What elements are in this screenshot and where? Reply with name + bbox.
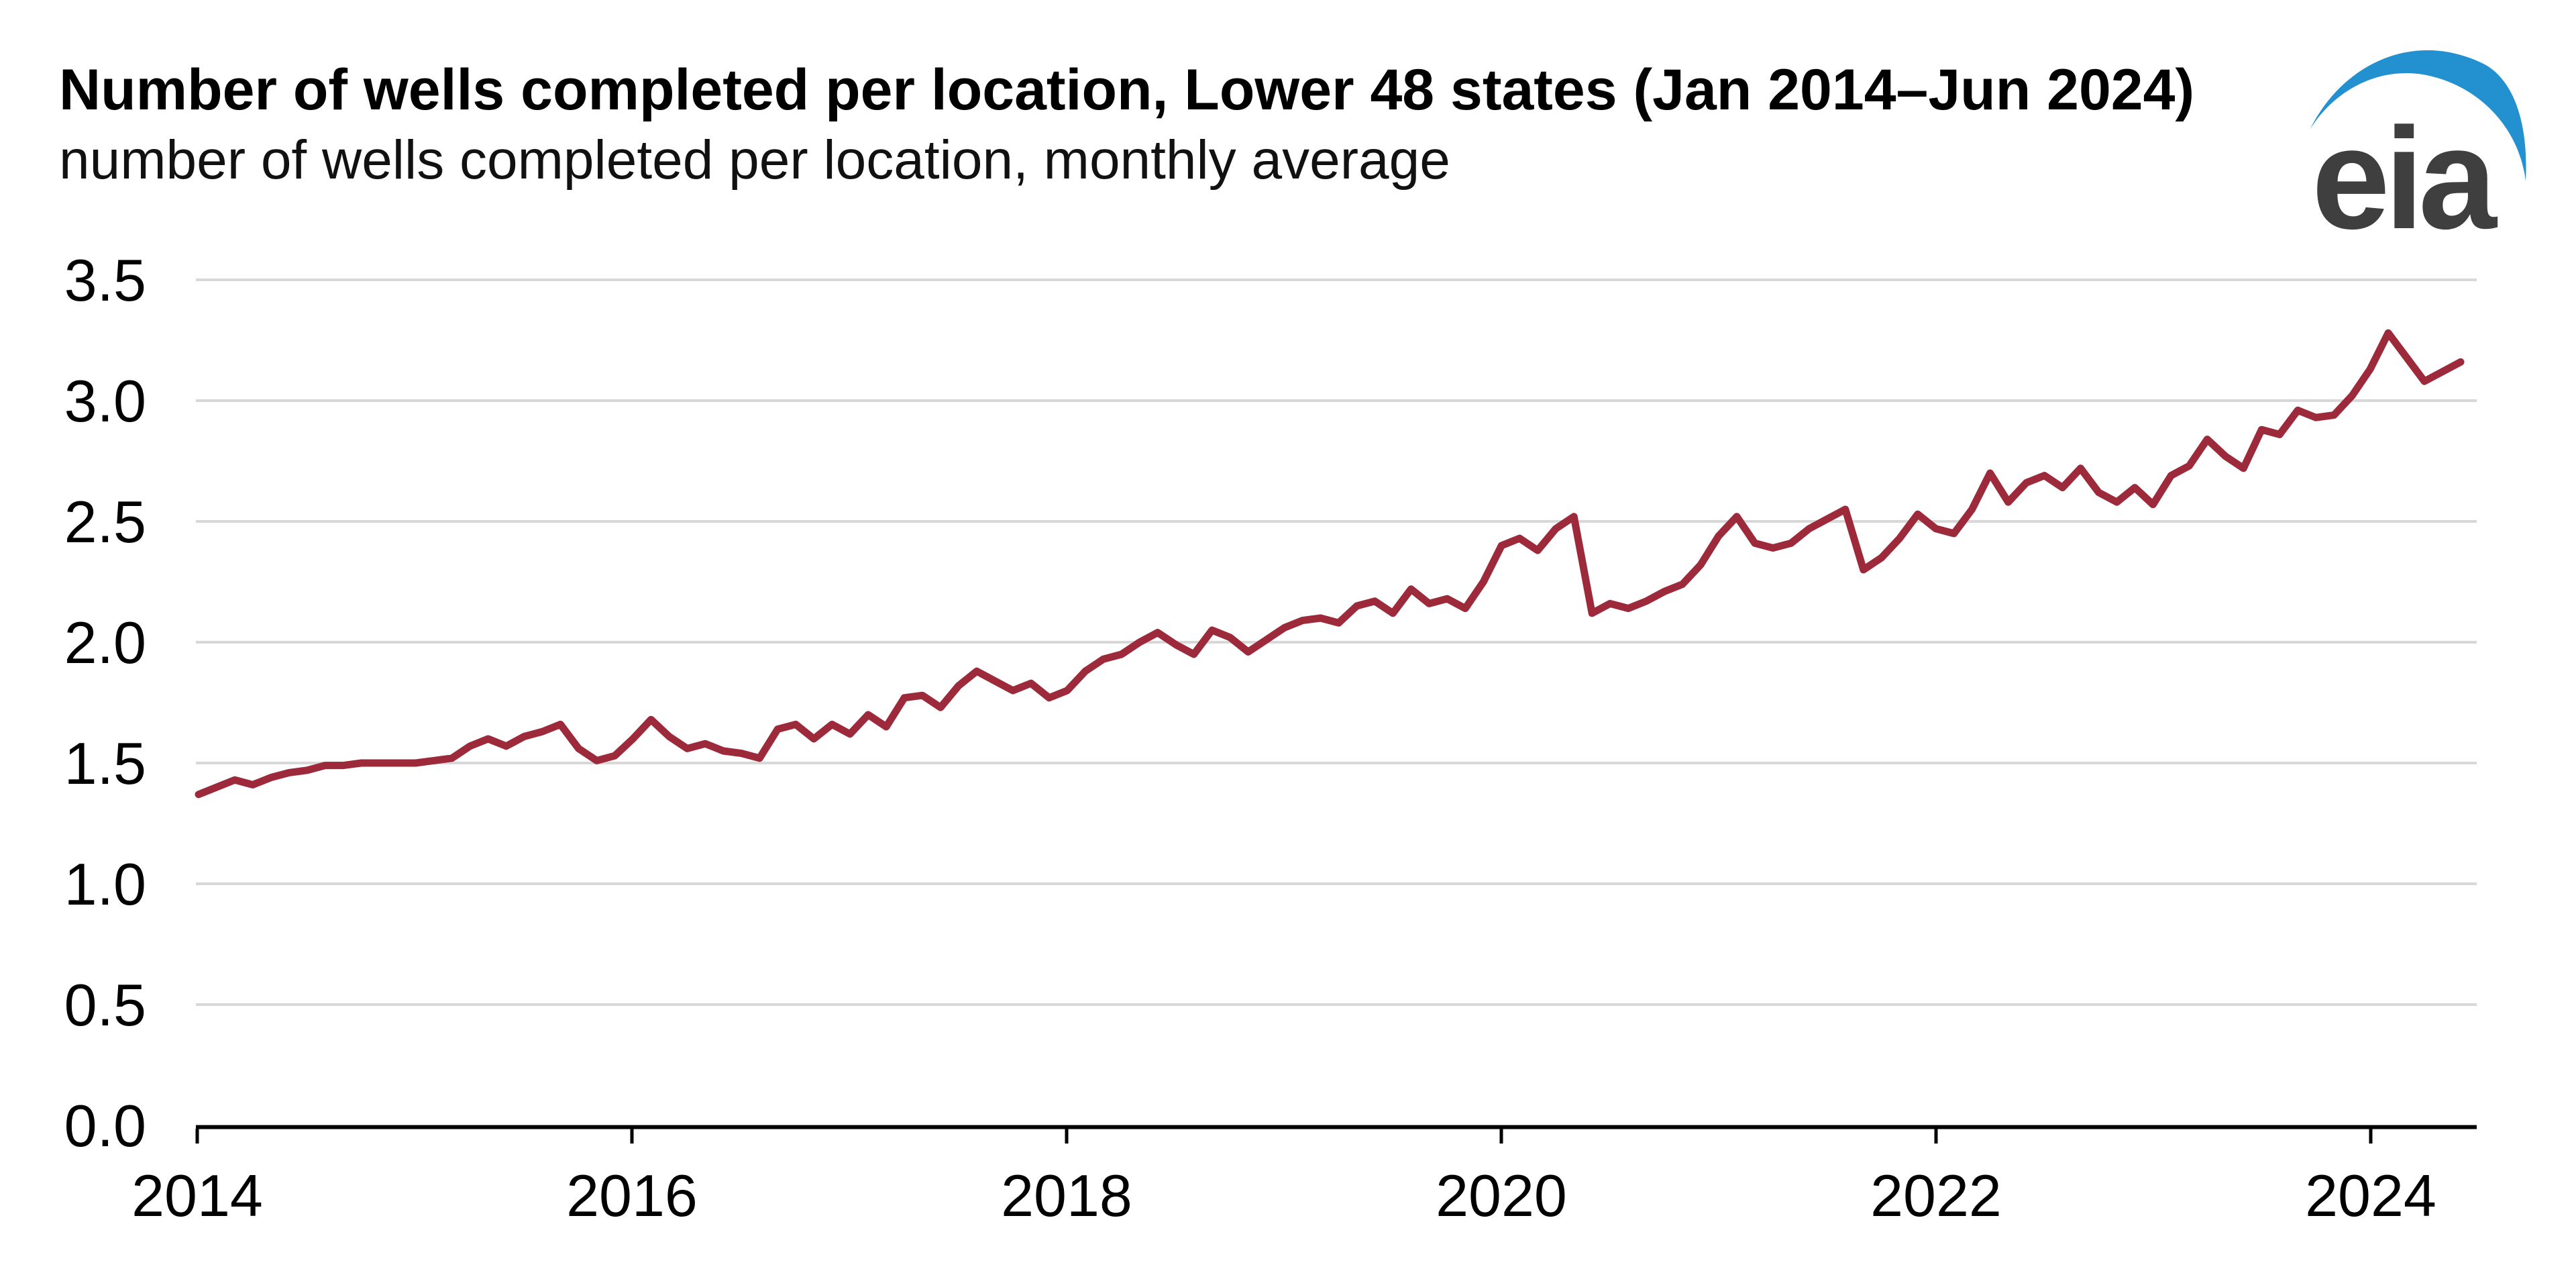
- eia-logo: eia: [2304, 27, 2532, 236]
- x-axis-label: 2016: [566, 1162, 698, 1229]
- data-line-wells-per-location: [195, 329, 2465, 799]
- eia-swoosh-icon: [2310, 50, 2526, 181]
- y-axis-label: 1.0: [64, 851, 146, 917]
- y-axis-label: 2.5: [64, 489, 146, 555]
- y-axis-label: 3.5: [64, 247, 146, 313]
- x-axis-label: 2024: [2305, 1162, 2436, 1229]
- page-title: Number of wells completed per location, …: [59, 58, 2195, 122]
- eia-logo-svg: eia: [2310, 50, 2526, 236]
- chart-header: Number of wells completed per location, …: [59, 58, 2194, 191]
- y-axis-label: 3.0: [64, 368, 146, 434]
- x-axis-label: 2014: [131, 1162, 263, 1229]
- chart-subtitle: number of wells completed per location, …: [59, 130, 1450, 191]
- eia-logo-text: eia: [2312, 97, 2498, 236]
- x-axis-label: 2018: [1001, 1162, 1132, 1229]
- y-axis-label: 1.5: [64, 730, 146, 797]
- y-axis-label: 2.0: [64, 609, 146, 676]
- x-axis-label: 2020: [1436, 1162, 1567, 1229]
- x-axis-label: 2022: [1870, 1162, 2002, 1229]
- y-axis-label: 0.5: [64, 972, 146, 1038]
- y-axis-label: 0.0: [64, 1093, 146, 1159]
